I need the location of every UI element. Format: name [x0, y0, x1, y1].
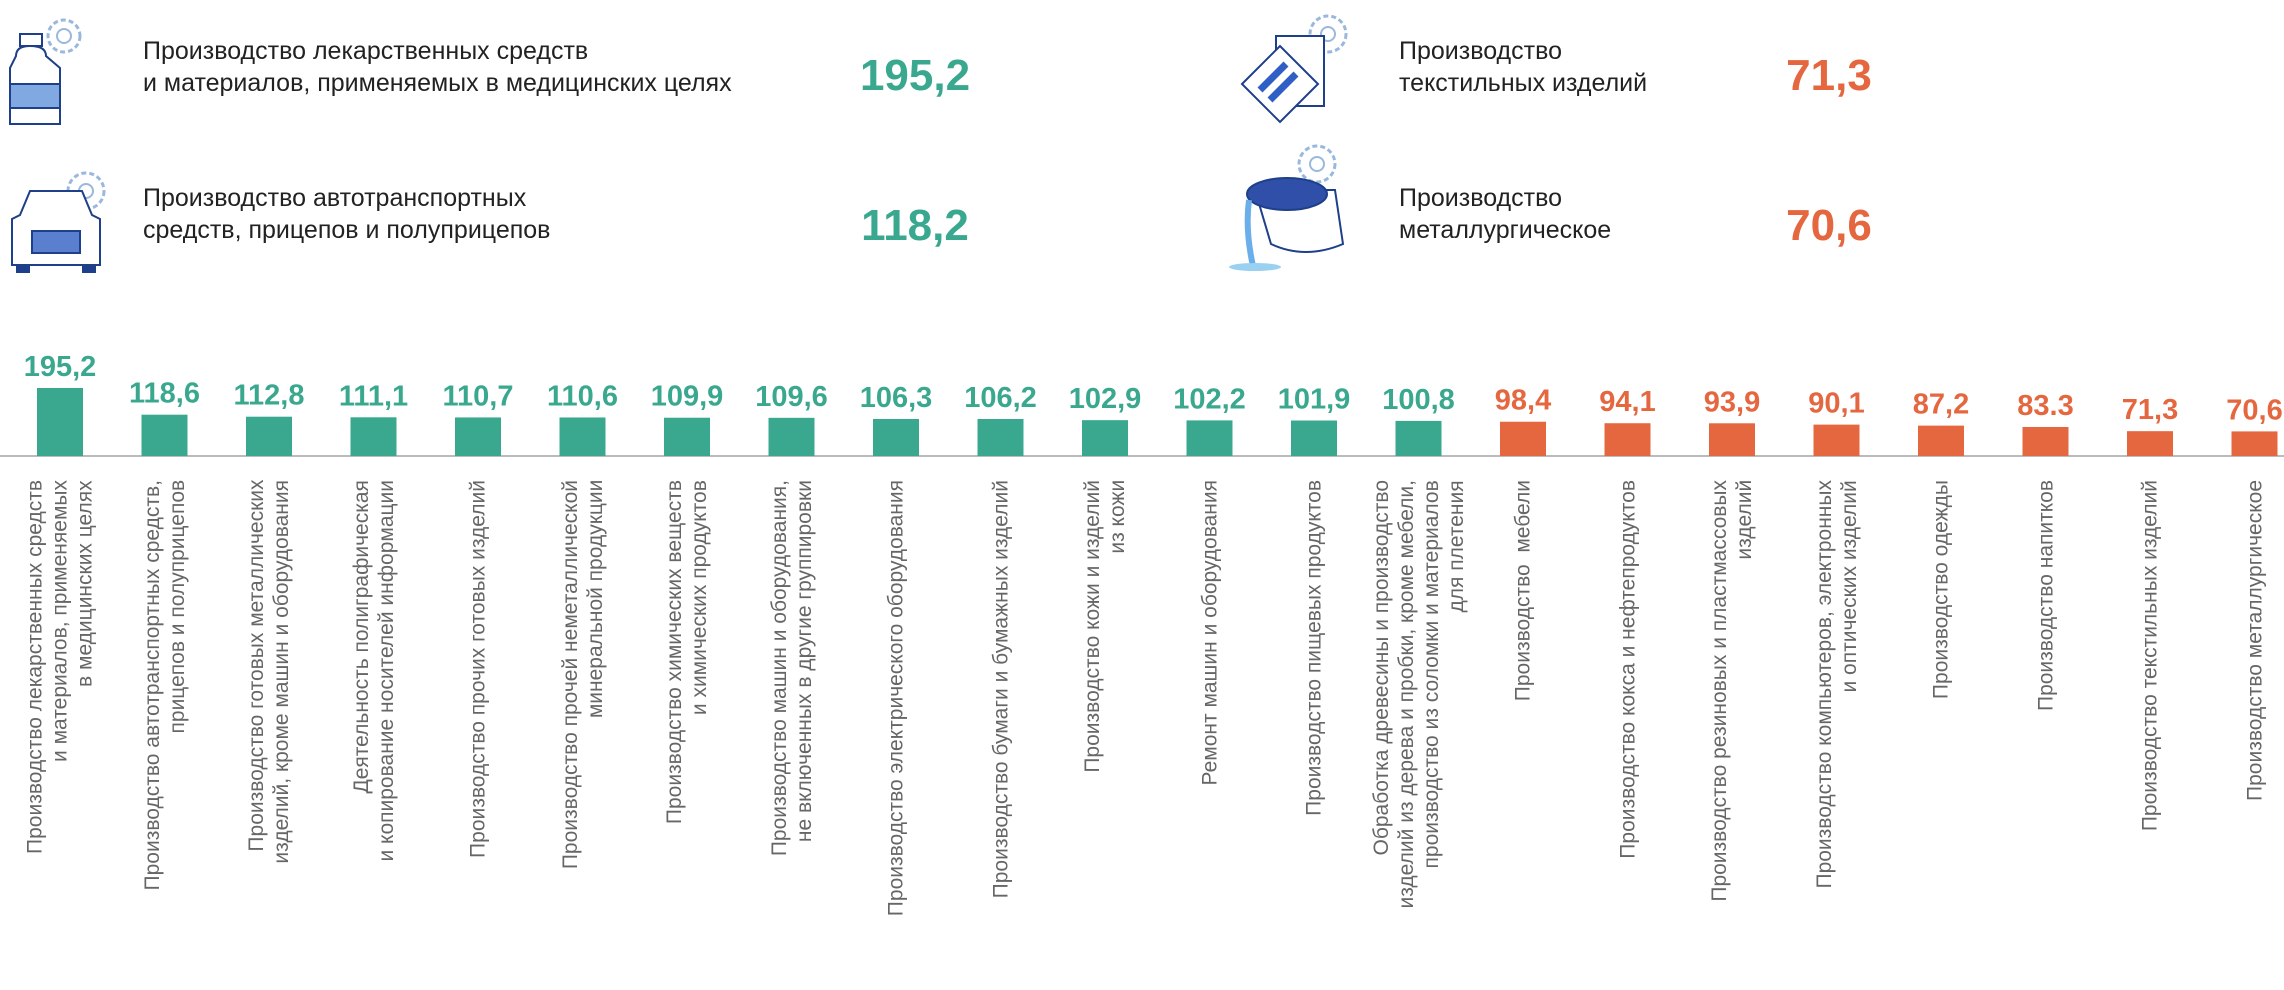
bar: [37, 388, 83, 456]
category-label: Производство кожи и изделий из кожи: [1080, 480, 1130, 773]
value-label: 94,1: [1599, 386, 1655, 418]
value-label: 101,9: [1278, 384, 1351, 416]
bar: [142, 415, 188, 456]
category-label: Производство напитков: [2033, 480, 2058, 711]
value-label: 112,8: [234, 380, 305, 412]
bar: [1918, 426, 1964, 456]
value-label: 100,8: [1382, 384, 1455, 416]
value-label: 70,6: [2226, 394, 2282, 426]
value-label: 109,9: [651, 381, 724, 413]
page: Производство лекарственных средств и мат…: [0, 0, 2284, 990]
category-label: Производство готовых металлических издел…: [244, 480, 294, 864]
value-label: 90,1: [1808, 388, 1864, 420]
category-label: Производство компьютеров, электронных и …: [1812, 480, 1862, 889]
value-label: 110,6: [547, 380, 618, 412]
bar: [246, 417, 292, 456]
category-label: Производство прочих готовых изделий: [466, 480, 491, 858]
category-label: Производство резиновых и пластмассовых и…: [1707, 480, 1757, 902]
value-label: 109,6: [755, 381, 828, 413]
bar: [1396, 421, 1442, 456]
value-label: 110,7: [443, 380, 514, 412]
category-label: Производство мебели: [1511, 480, 1536, 701]
bar: [560, 417, 606, 456]
bar: [1500, 422, 1546, 456]
bar: [664, 418, 710, 456]
category-label: Обработка древесины и производство издел…: [1369, 480, 1469, 908]
value-label: 102,2: [1173, 383, 1246, 415]
bar: [2127, 431, 2173, 456]
category-label: Производство бумаги и бумажных изделий: [988, 480, 1013, 898]
bar: [873, 419, 919, 456]
value-label: 98,4: [1495, 385, 1551, 417]
bar: [455, 417, 501, 456]
bar: [1291, 421, 1337, 456]
value-label: 102,9: [1069, 383, 1142, 415]
category-label: Производство текстильных изделий: [2138, 480, 2163, 831]
bar: [2232, 431, 2278, 456]
value-label: 195,2: [24, 351, 97, 383]
bar: [1605, 423, 1651, 456]
category-label: Производство прочей неметаллической мине…: [558, 480, 608, 869]
bar: [1082, 420, 1128, 456]
category-label: Производство электрического оборудования: [884, 480, 909, 916]
bar: [351, 417, 397, 456]
value-label: 71,3: [2122, 394, 2178, 426]
category-label: Производство одежды: [1929, 480, 1954, 699]
category-label: Производство машин и оборудования, не вк…: [767, 480, 817, 856]
value-label: 93,9: [1704, 386, 1760, 418]
category-label: Производство металлургическое: [2242, 480, 2267, 801]
category-label: Ремонт машин и оборудования: [1197, 480, 1222, 785]
category-label: Деятельность полиграфическая и копирован…: [349, 480, 399, 862]
value-label: 87,2: [1913, 389, 1969, 421]
bar: [2023, 427, 2069, 456]
value-label: 83.3: [2017, 390, 2073, 422]
category-label: Производство автотранспортных средств, п…: [140, 480, 190, 890]
bar: [1709, 423, 1755, 456]
category-label: Производство химических веществ и химиче…: [662, 480, 712, 824]
bar: [1187, 420, 1233, 456]
value-label: 106,3: [860, 382, 933, 414]
bar: [769, 418, 815, 456]
category-label: Производство кокса и нефтепродуктов: [1615, 480, 1640, 859]
bar: [978, 419, 1024, 456]
value-label: 106,2: [964, 382, 1037, 414]
category-label: Производство лекарственных средств и мат…: [23, 480, 98, 854]
category-label: Производство пищевых продуктов: [1302, 480, 1327, 816]
value-label: 111,1: [339, 380, 408, 412]
value-label: 118,6: [129, 378, 200, 410]
bar: [1814, 425, 1860, 456]
